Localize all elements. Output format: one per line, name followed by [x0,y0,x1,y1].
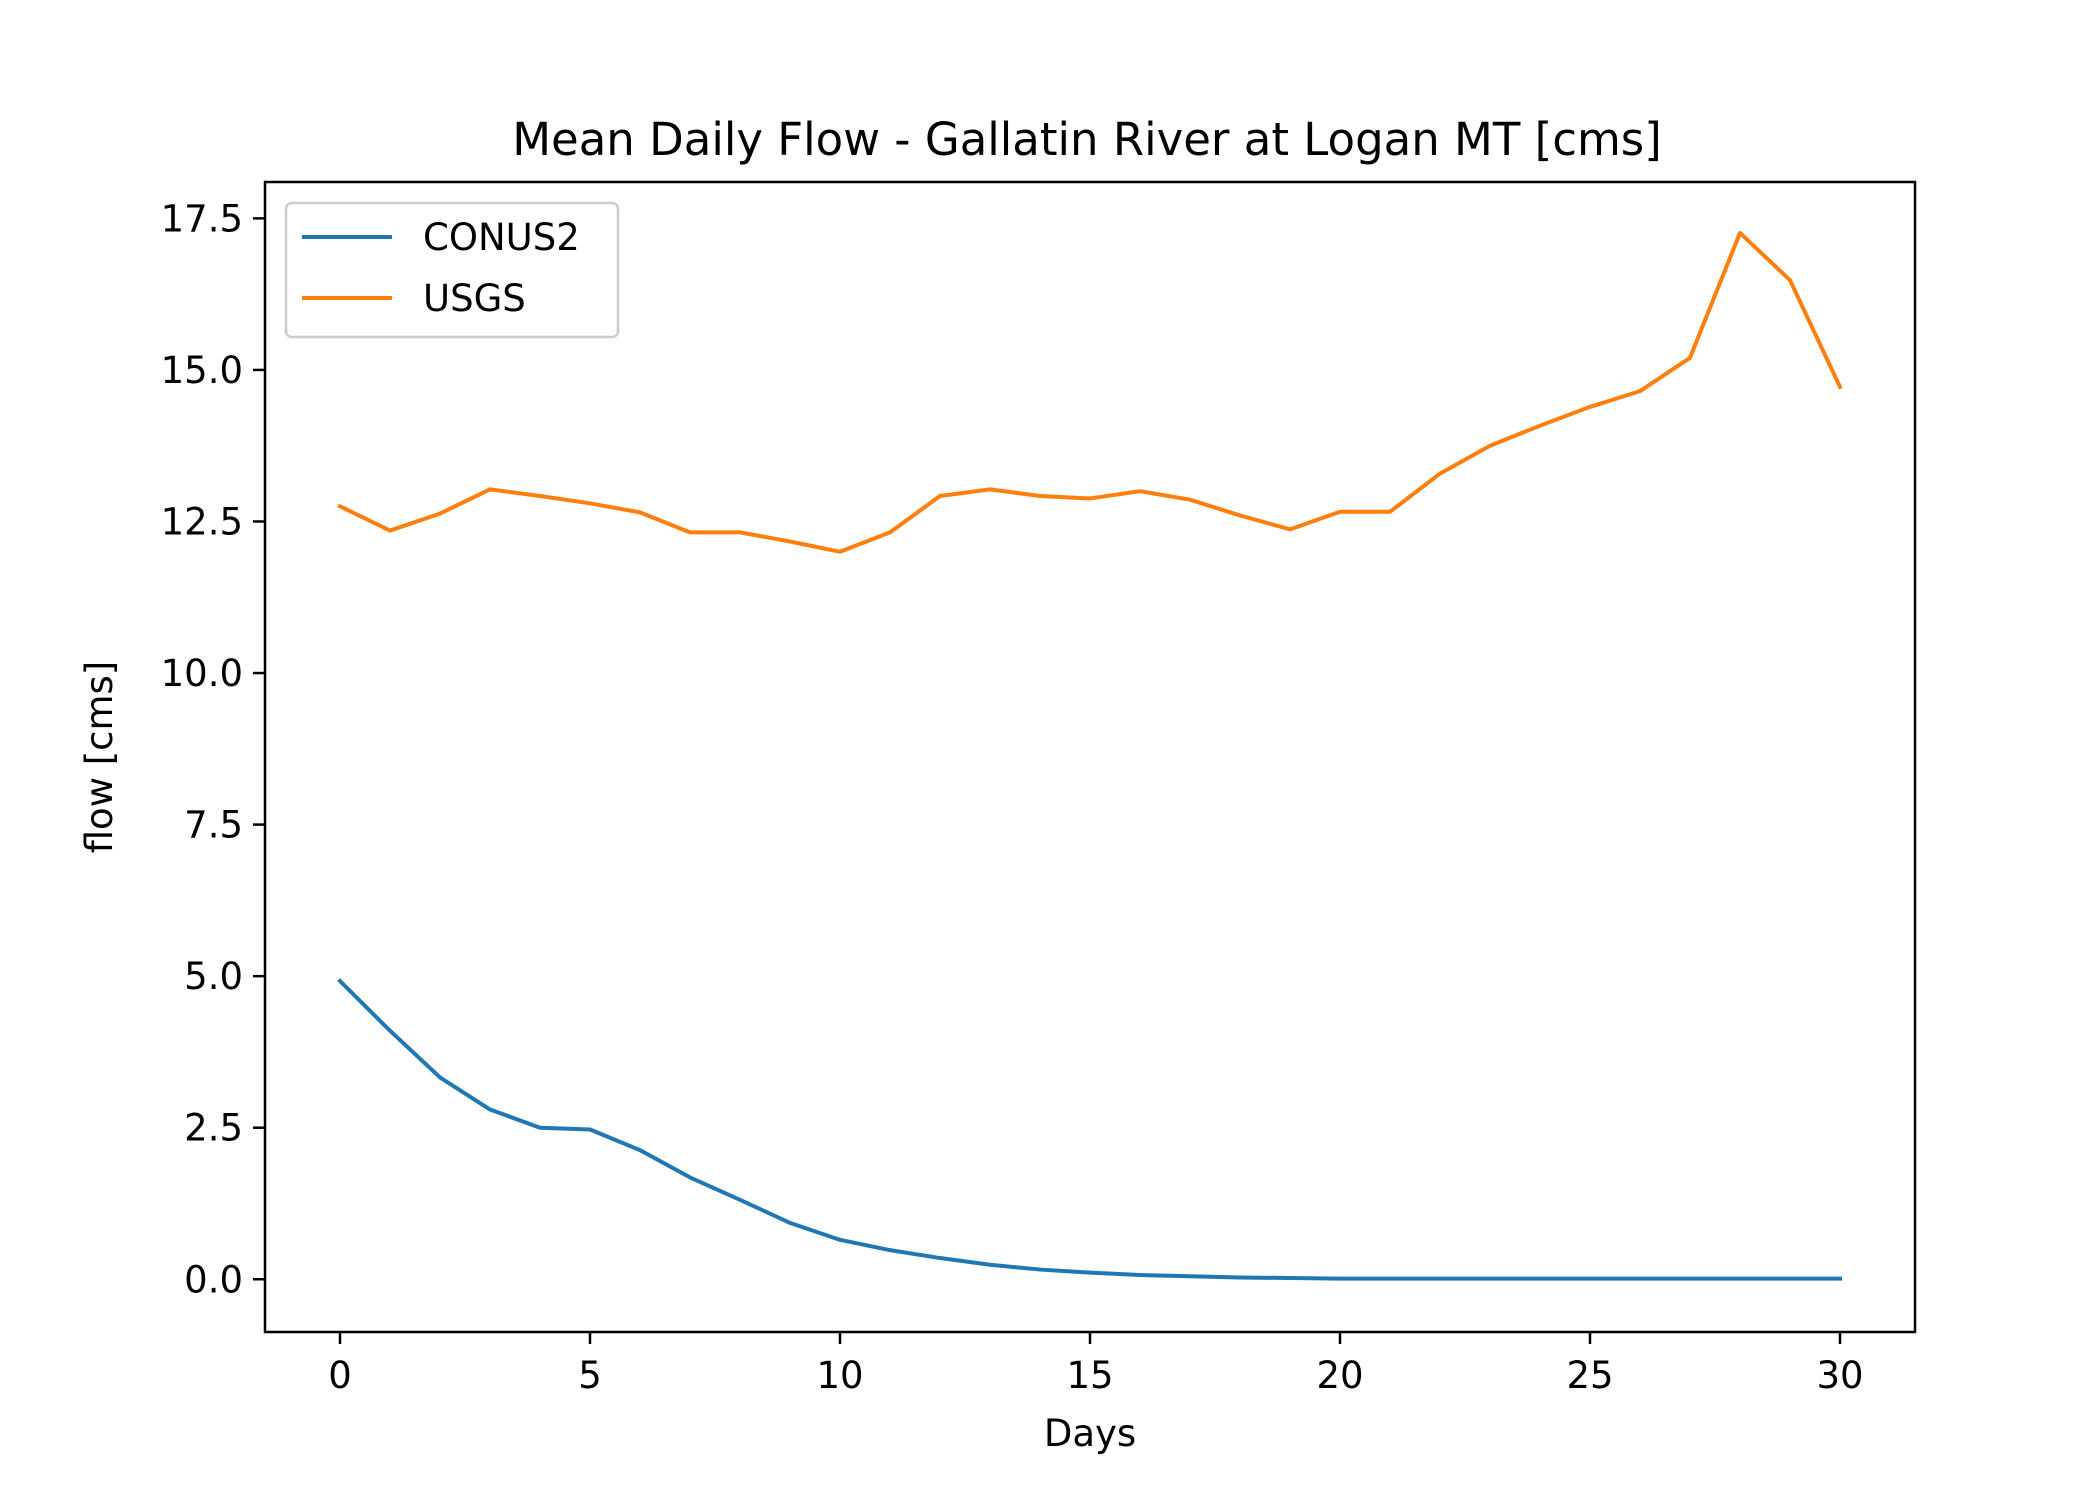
chart-title: Mean Daily Flow - Gallatin River at Loga… [512,113,1662,166]
y-tick-label: 10.0 [161,652,243,695]
series-layer [337,230,1843,1281]
series-line-usgs [337,230,1843,554]
x-tick-label: 15 [1066,1354,1113,1397]
x-tick-label: 5 [578,1354,602,1397]
x-tick-label: 20 [1316,1354,1363,1397]
y-tick-label: 0.0 [184,1258,243,1301]
x-tick-label: 0 [328,1354,352,1397]
y-tick-label: 2.5 [184,1107,243,1150]
x-tick-label: 30 [1816,1354,1863,1397]
legend-label-usgs: USGS [423,277,526,320]
y-tick-label: 5.0 [184,955,243,998]
y-tick-label: 17.5 [161,197,243,240]
y-axis: 0.0 2.5 5.0 7.5 10.0 12.5 15.0 17.5 [161,197,265,1301]
y-tick-label: 12.5 [161,500,243,543]
x-tick-label: 10 [816,1354,863,1397]
y-tick-label: 7.5 [184,804,243,847]
legend: CONUS2 USGS [284,201,620,339]
x-axis-label: Days [1044,1412,1136,1455]
legend-label-conus2: CONUS2 [423,216,580,259]
series-line-conus2 [337,978,1842,1281]
x-axis: 0 5 10 15 20 25 30 [328,1332,1864,1397]
y-tick-label: 15.0 [161,349,243,392]
x-tick-label: 25 [1566,1354,1613,1397]
y-axis-label: flow [cms] [78,661,121,854]
